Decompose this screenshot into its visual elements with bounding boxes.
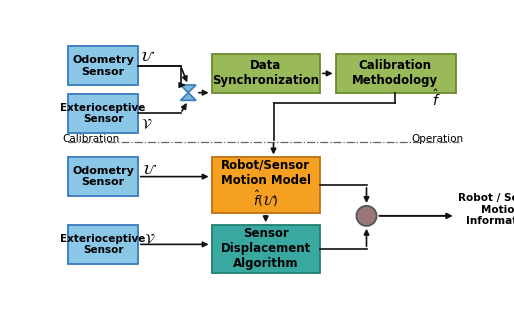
Circle shape <box>356 206 377 226</box>
Text: $\mathcal{V}$: $\mathcal{V}$ <box>141 116 153 131</box>
Polygon shape <box>180 85 196 93</box>
Text: Sensor
Displacement
Algorithm: Sensor Displacement Algorithm <box>221 227 311 270</box>
Text: Data
Synchronization: Data Synchronization <box>212 59 319 87</box>
Bar <box>336 54 455 93</box>
Text: $\mathcal{U}$: $\mathcal{U}$ <box>142 163 157 177</box>
Bar <box>211 54 320 93</box>
Text: $\hat{f}(\mathcal{U})$: $\hat{f}(\mathcal{U})$ <box>253 189 279 209</box>
Bar <box>68 225 138 264</box>
Bar <box>211 225 320 273</box>
Polygon shape <box>180 93 196 100</box>
Text: Operation: Operation <box>412 134 464 144</box>
Text: Calibration
Methodology: Calibration Methodology <box>352 59 438 87</box>
Text: Exterioceptive
Sensor: Exterioceptive Sensor <box>60 234 145 255</box>
Text: Robot / Sensor
Motion
Information: Robot / Sensor Motion Information <box>458 193 514 226</box>
Bar <box>68 46 138 85</box>
Bar <box>211 157 320 213</box>
Text: Odometry
Sensor: Odometry Sensor <box>72 166 134 187</box>
Text: $\mathcal{V}$: $\mathcal{V}$ <box>144 232 155 246</box>
Bar <box>68 157 138 196</box>
Text: $\hat{f}$: $\hat{f}$ <box>432 89 440 109</box>
Text: $\oplus$: $\oplus$ <box>358 206 375 225</box>
Text: $\mathcal{U}$: $\mathcal{U}$ <box>140 50 155 64</box>
Text: Calibration: Calibration <box>63 134 120 144</box>
Text: Robot/Sensor
Motion Model: Robot/Sensor Motion Model <box>221 159 311 187</box>
Bar <box>68 94 138 133</box>
Text: Odometry
Sensor: Odometry Sensor <box>72 55 134 77</box>
Text: Exterioceptive
Sensor: Exterioceptive Sensor <box>60 103 145 124</box>
